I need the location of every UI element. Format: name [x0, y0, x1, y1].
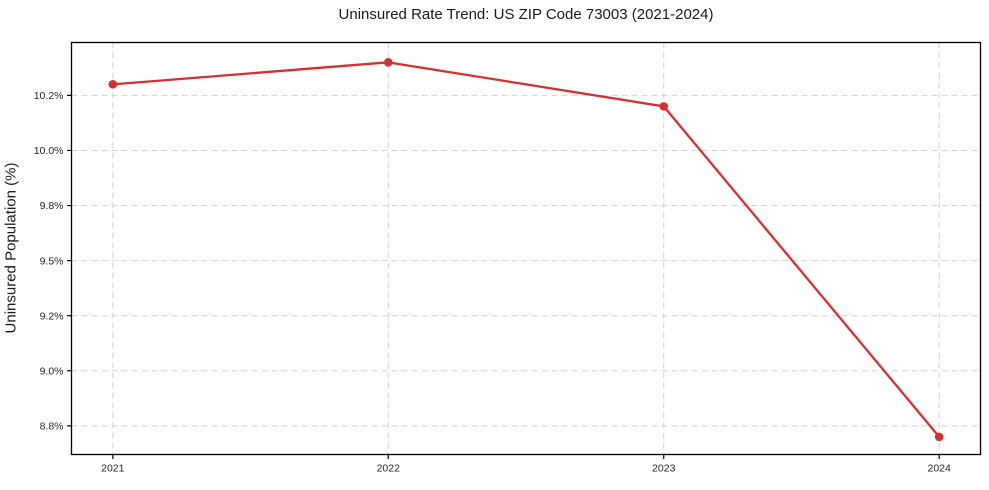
plot-border	[70, 41, 982, 456]
y-tick-label: 8.8%	[40, 421, 64, 433]
x-tick-label: 2023	[652, 463, 676, 475]
y-tick-label: 9.0%	[40, 365, 64, 377]
y-tick-label: 9.2%	[40, 310, 64, 322]
y-tick-label: 10.2%	[34, 90, 64, 102]
x-tick-label: 2022	[377, 463, 401, 475]
data-point	[659, 102, 669, 111]
y-tick-label: 9.5%	[40, 255, 64, 267]
chart-title: Uninsured Rate Trend: US ZIP Code 73003 …	[338, 6, 714, 23]
data-point	[383, 58, 393, 67]
x-tick-label: 2021	[101, 463, 125, 475]
trend-line	[111, 61, 941, 439]
data-point	[934, 432, 944, 442]
y-tick-label: 10.0%	[34, 145, 64, 157]
data-point	[108, 80, 118, 89]
x-tick-label: 2024	[928, 463, 952, 475]
y-tick-label: 9.8%	[40, 200, 64, 212]
